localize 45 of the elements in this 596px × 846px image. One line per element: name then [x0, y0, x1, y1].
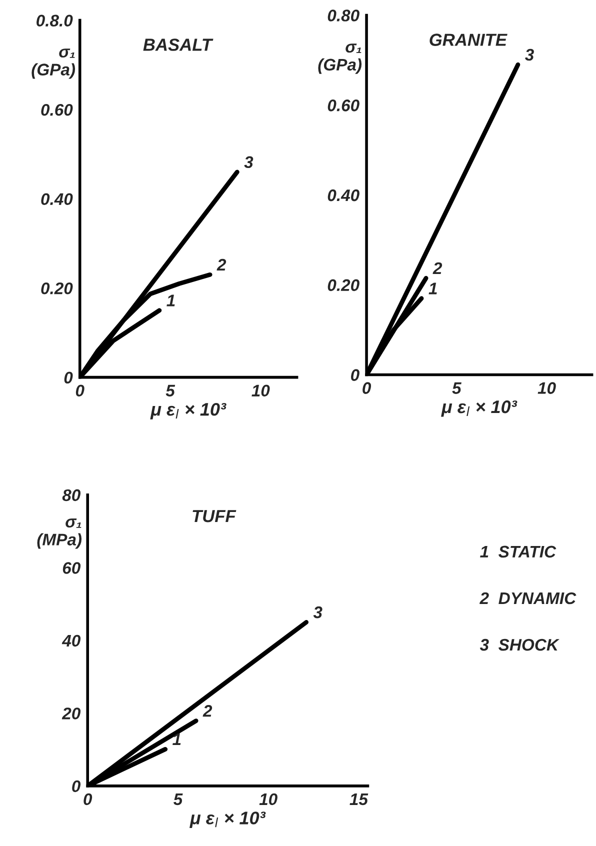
y-tick-label: 0.8.0: [36, 14, 73, 27]
annotation: 1: [166, 294, 175, 306]
x-tick-label: 15: [350, 793, 368, 806]
y-axis-title: σ₁ (MPa): [37, 518, 82, 549]
annotation: 3: [313, 606, 322, 618]
x-axis-title: μ ε$_{l}$ × 10³: [190, 812, 266, 828]
x-tick-label: 10: [538, 382, 556, 394]
x-tick-label: 0: [362, 382, 372, 394]
y-axis-title: σ₁ (GPa): [318, 44, 362, 74]
x-axis-title: μ ε$_{l}$ × 10³: [441, 400, 518, 417]
annotation: 2: [216, 258, 226, 271]
y-tick-label: 0.80: [328, 10, 360, 22]
annotation: 3: [244, 156, 254, 168]
y-tick-label: 0: [351, 369, 360, 381]
y-tick-label: 20: [62, 708, 81, 720]
y-tick-label: 0.60: [41, 104, 73, 116]
x-tick-label: 10: [252, 384, 270, 397]
y-tick-label: 0: [64, 372, 73, 384]
text: BASALT: [143, 38, 214, 51]
y-axis-title: σ₁ (GPa): [32, 48, 76, 79]
x-tick-label: 5: [174, 793, 183, 806]
y-tick-label: 40: [62, 634, 81, 647]
annotation: 1: [172, 734, 181, 746]
annotation: 2: [432, 262, 442, 274]
y-tick-label: 0.40: [41, 193, 73, 206]
y-tick-label: 60: [62, 562, 81, 574]
text: 2 DYNAMIC: [480, 592, 576, 604]
y-tick-label: 0.20: [41, 282, 73, 294]
x-tick-label: 5: [452, 382, 462, 394]
y-tick-label: 0.60: [328, 100, 360, 112]
x-tick-label: 10: [259, 793, 278, 806]
x-tick-label: 5: [166, 384, 176, 397]
text: TUFF: [192, 510, 236, 522]
text: GRANITE: [430, 34, 508, 46]
y-tick-label: 0.20: [328, 279, 360, 292]
x-tick-label: 0: [84, 793, 92, 806]
annotation: 3: [525, 48, 534, 61]
y-tick-label: 80: [62, 489, 81, 502]
annotation: 2: [202, 705, 212, 717]
y-tick-label: 0.40: [328, 189, 360, 202]
text: 1 STATIC: [480, 546, 556, 558]
x-axis-title: μ ε$_{l}$ × 10³: [150, 402, 226, 420]
y-tick-label: 0: [72, 780, 81, 792]
annotation: 1: [428, 282, 437, 294]
text: 3 SHOCK: [480, 638, 560, 651]
